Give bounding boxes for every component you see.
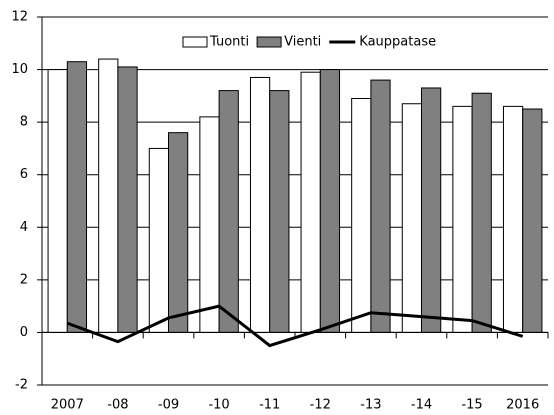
y-tick-label: 6 bbox=[20, 167, 28, 182]
x-tick-label: 2016 bbox=[506, 398, 539, 413]
bar bbox=[249, 76, 271, 333]
legend-label: Tuonti bbox=[209, 35, 249, 50]
bar bbox=[370, 79, 391, 333]
legend-swatch bbox=[256, 36, 282, 48]
y-tick-label: -2 bbox=[15, 378, 28, 393]
bar bbox=[471, 92, 492, 333]
x-tick-label: -15 bbox=[461, 398, 482, 413]
legend-label: Vienti bbox=[284, 35, 321, 50]
y-tick-label: 0 bbox=[20, 325, 28, 340]
y-tick-label: 12 bbox=[11, 10, 28, 25]
x-tick-label: -14 bbox=[411, 398, 432, 413]
bar bbox=[522, 108, 543, 333]
x-tick-label: -08 bbox=[107, 398, 128, 413]
bar bbox=[300, 71, 321, 333]
x-tick-label: -11 bbox=[259, 398, 280, 413]
bar bbox=[351, 97, 372, 333]
line bbox=[66, 304, 524, 348]
bar bbox=[168, 132, 189, 333]
x-tick-label: -12 bbox=[310, 398, 331, 413]
bar bbox=[421, 87, 442, 333]
bar bbox=[452, 105, 473, 333]
legend-label: Kauppatase bbox=[359, 35, 436, 50]
bar bbox=[401, 103, 423, 333]
y-tick-label: 10 bbox=[11, 62, 28, 77]
x-tick-label: -09 bbox=[158, 398, 179, 413]
bar bbox=[117, 66, 138, 333]
y-tick-label: 2 bbox=[20, 272, 28, 287]
bar bbox=[98, 58, 119, 333]
legend-swatch bbox=[182, 36, 208, 48]
x-tick-label: -10 bbox=[208, 398, 229, 413]
bar bbox=[66, 61, 88, 333]
bar bbox=[502, 105, 524, 333]
x-tick-label: -13 bbox=[360, 398, 381, 413]
bar bbox=[199, 116, 220, 333]
y-tick-label: 4 bbox=[20, 220, 28, 235]
bar bbox=[269, 90, 290, 333]
bar bbox=[148, 147, 170, 333]
x-tick-label: 2007 bbox=[51, 398, 84, 413]
bar bbox=[47, 69, 68, 333]
bar bbox=[319, 69, 341, 333]
bar bbox=[218, 90, 239, 333]
y-tick-label: 8 bbox=[20, 115, 28, 130]
